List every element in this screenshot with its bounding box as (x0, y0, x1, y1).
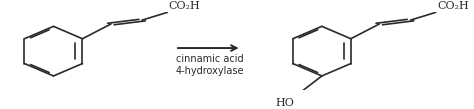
Text: cinnamic acid: cinnamic acid (176, 54, 243, 64)
Text: CO₂H: CO₂H (437, 1, 469, 11)
Text: CO₂H: CO₂H (169, 1, 201, 11)
Text: 4-hydroxylase: 4-hydroxylase (175, 66, 244, 76)
Text: HO: HO (275, 98, 294, 108)
